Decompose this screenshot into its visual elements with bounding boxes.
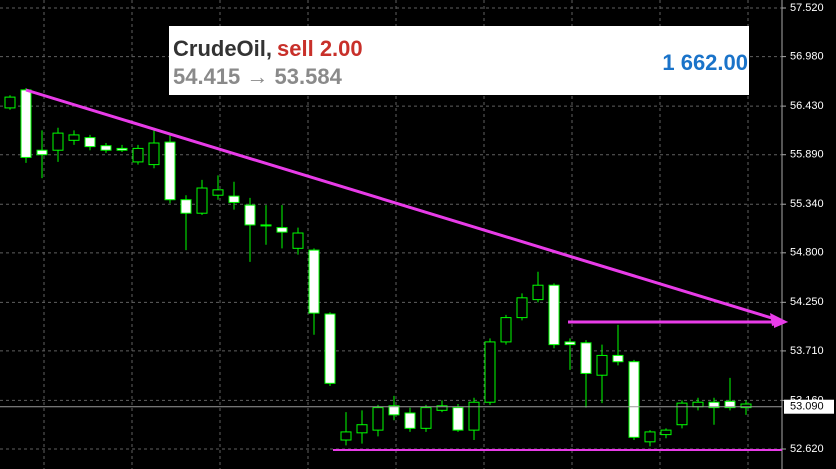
candle-body — [276, 227, 288, 233]
candle-body — [660, 429, 672, 436]
current-price-box — [784, 399, 834, 414]
candle-body — [644, 431, 656, 443]
info-box — [169, 26, 749, 95]
candle-body — [356, 424, 368, 434]
candle-body — [84, 137, 96, 148]
candle-body — [580, 342, 592, 374]
candle-body — [388, 405, 400, 416]
candle-body — [292, 232, 304, 249]
candle-body — [148, 142, 160, 166]
candle-body — [372, 407, 384, 431]
candle-body — [596, 354, 608, 376]
symbol: CrudeOil, — [173, 36, 272, 61]
y-tick-label: 52.620 — [790, 443, 824, 455]
trade-title: CrudeOil, sell 2.00 — [173, 36, 363, 61]
candle-body — [324, 313, 336, 384]
candle-body — [468, 401, 480, 431]
arrow-head — [774, 316, 788, 328]
candle-body — [500, 317, 512, 343]
y-tick-label: 53.710 — [790, 345, 824, 357]
candle-body — [36, 149, 48, 156]
y-tick-label: 54.800 — [790, 247, 824, 259]
candle-body — [100, 145, 112, 151]
candle-body — [740, 403, 752, 409]
action: sell 2.00 — [277, 36, 363, 61]
candle-body — [196, 187, 208, 214]
trade-profit: 1 662.00 — [662, 50, 748, 75]
candle-body — [452, 407, 464, 431]
candle-body — [548, 284, 560, 346]
candle-body — [260, 224, 272, 227]
candle-body — [564, 341, 576, 346]
candle-body — [212, 189, 224, 196]
candle-body — [20, 89, 32, 158]
y-tick-label: 55.890 — [790, 149, 824, 161]
trade-prices: 54.415 → 53.584 — [173, 64, 343, 89]
candle-body — [404, 412, 416, 429]
candle-body — [308, 249, 320, 314]
candle-body — [420, 407, 432, 429]
y-tick-label: 55.340 — [790, 198, 824, 210]
candle-body — [4, 96, 16, 109]
candle-body — [436, 405, 448, 411]
candle-body — [628, 361, 640, 438]
candle-body — [612, 354, 624, 363]
y-axis: 57.520 56.980 56.430 55.890 55.340 54.800 54.2… — [782, 2, 834, 455]
candles — [0, 88, 782, 447]
y-tick-label: 56.980 — [790, 51, 824, 63]
candle-body — [132, 147, 144, 163]
candle-body — [52, 132, 64, 151]
candle-body — [724, 400, 736, 409]
candle-body — [692, 401, 704, 408]
candle-body — [340, 431, 352, 441]
candle-body — [116, 147, 128, 151]
candle-body — [244, 204, 256, 226]
candle-body — [228, 195, 240, 203]
y-tick-label: 57.520 — [790, 2, 824, 14]
candle-body — [164, 141, 176, 201]
current-price-label: 53.090 — [790, 401, 824, 413]
candle-body — [68, 134, 80, 141]
candle-body — [484, 341, 496, 403]
candle-body — [532, 284, 544, 301]
candle-body — [708, 401, 720, 409]
trend-line — [25, 88, 776, 321]
candle-body — [180, 199, 192, 214]
candle-body — [516, 297, 528, 319]
y-tick-label: 56.430 — [790, 100, 824, 112]
candle-body — [676, 402, 688, 426]
y-tick-label: 54.250 — [790, 296, 824, 308]
